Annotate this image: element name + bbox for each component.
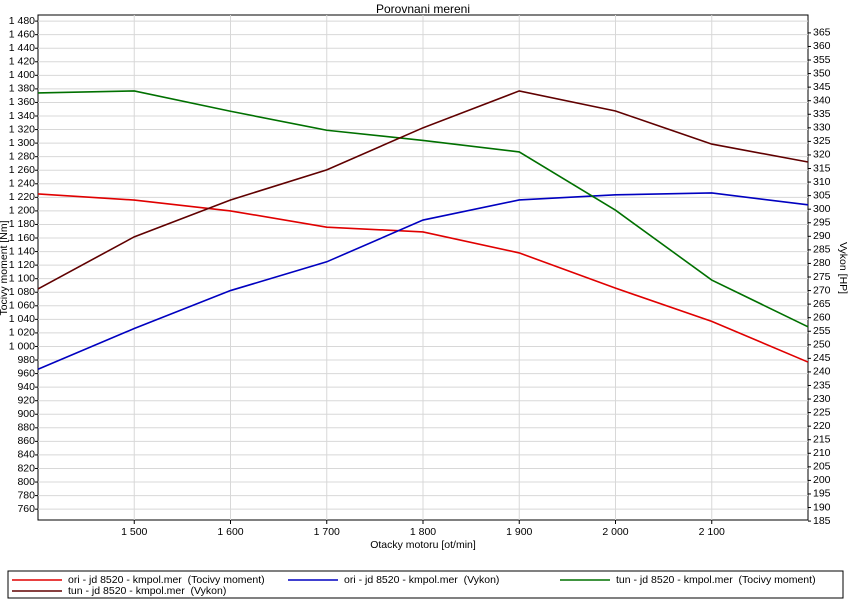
y2-tick-label: 220 [813,420,831,432]
y-tick-label: 1 180 [9,218,35,230]
y2-tick-label: 185 [813,515,831,527]
x-axis-title: Otacky motoru [ot/min] [370,539,476,551]
y-tick-label: 780 [17,489,35,501]
legend-box [7,570,844,599]
y2-tick-label: 340 [813,94,831,106]
series-line [37,90,809,328]
y-tick-label: 1 220 [9,191,35,203]
y-tick-label: 1 300 [9,137,35,149]
y2-tick-label: 230 [813,393,831,405]
y2-tick-label: 285 [813,244,831,256]
y-tick-label: 940 [17,381,35,393]
series-line [37,192,809,370]
x-tick-label: 2 000 [602,526,628,538]
y-tick-label: 860 [17,435,35,447]
y2-tick-label: 275 [813,271,831,283]
y-tick-label: 1 020 [9,327,35,339]
y2-tick-label: 200 [813,474,831,486]
y-tick-label: 840 [17,449,35,461]
legend-label: ori - jd 8520 - kmpol.mer (Tocivy moment… [68,574,265,586]
y2-tick-label: 345 [813,81,831,93]
series-line [37,193,809,363]
y2-tick-label: 190 [813,501,831,513]
y2-tick-label: 245 [813,352,831,364]
y-tick-label: 900 [17,408,35,420]
y-tick-label: 1 000 [9,340,35,352]
x-tick-label: 1 500 [121,526,147,538]
y2-tick-label: 215 [813,434,831,446]
y2-tick-label: 295 [813,217,831,229]
y-tick-label: 1 360 [9,96,35,108]
y2-tick-label: 195 [813,488,831,500]
chart-title: Porovnani mereni [376,2,470,16]
x-tick-label: 2 100 [699,526,725,538]
y-tick-label: 920 [17,394,35,406]
y-tick-label: 1 340 [9,110,35,122]
y2-tick-label: 260 [813,311,831,323]
y2-tick-label: 205 [813,461,831,473]
y2-tick-label: 325 [813,135,831,147]
y-tick-label: 1 140 [9,245,35,257]
legend-label: ori - jd 8520 - kmpol.mer (Vykon) [344,574,499,586]
y2-axis-title: Vykon [HP] [837,242,849,294]
legend-label: tun - jd 8520 - kmpol.mer (Tocivy moment… [616,574,816,586]
x-tick-label: 1 700 [314,526,340,538]
y2-tick-label: 235 [813,379,831,391]
x-tick-label: 1 800 [410,526,436,538]
y-tick-label: 1 460 [9,28,35,40]
y2-tick-label: 365 [813,27,831,39]
y-tick-label: 1 400 [9,69,35,81]
y2-tick-label: 280 [813,257,831,269]
y2-tick-label: 300 [813,203,831,215]
y2-tick-label: 255 [813,325,831,337]
x-tick-label: 1 600 [217,526,243,538]
y-tick-label: 1 440 [9,42,35,54]
y2-tick-label: 330 [813,122,831,134]
y-tick-label: 1 040 [9,313,35,325]
y-tick-label: 1 120 [9,259,35,271]
y-tick-label: 1 100 [9,272,35,284]
y2-tick-label: 250 [813,339,831,351]
y-tick-label: 1 160 [9,232,35,244]
y2-tick-label: 270 [813,284,831,296]
y-axis-title: Tocivy moment [Nm] [0,220,10,315]
y2-tick-label: 305 [813,189,831,201]
y-tick-label: 1 420 [9,56,35,68]
y-tick-label: 880 [17,422,35,434]
y2-tick-label: 310 [813,176,831,188]
y-tick-label: 800 [17,476,35,488]
y2-tick-label: 225 [813,406,831,418]
y2-tick-label: 360 [813,40,831,52]
y-tick-label: 1 200 [9,205,35,217]
y-tick-label: 1 260 [9,164,35,176]
y-tick-label: 1 240 [9,178,35,190]
y-tick-label: 1 280 [9,150,35,162]
y-tick-label: 760 [17,503,35,515]
y-tick-label: 960 [17,367,35,379]
y-tick-label: 980 [17,354,35,366]
y-tick-label: 1 480 [9,15,35,27]
y2-tick-label: 320 [813,149,831,161]
y-tick-label: 820 [17,462,35,474]
y2-tick-label: 315 [813,162,831,174]
y2-tick-label: 290 [813,230,831,242]
x-tick-label: 1 900 [506,526,532,538]
y-tick-label: 1 080 [9,286,35,298]
y2-tick-label: 355 [813,54,831,66]
y-tick-label: 1 380 [9,83,35,95]
y2-tick-label: 265 [813,298,831,310]
y-tick-label: 1 320 [9,123,35,135]
legend-label: tun - jd 8520 - kmpol.mer (Vykon) [68,585,226,597]
y2-tick-label: 210 [813,447,831,459]
series-line [37,90,809,290]
y2-tick-label: 240 [813,366,831,378]
y2-tick-label: 350 [813,67,831,79]
y-tick-label: 1 060 [9,300,35,312]
y2-tick-label: 335 [813,108,831,120]
